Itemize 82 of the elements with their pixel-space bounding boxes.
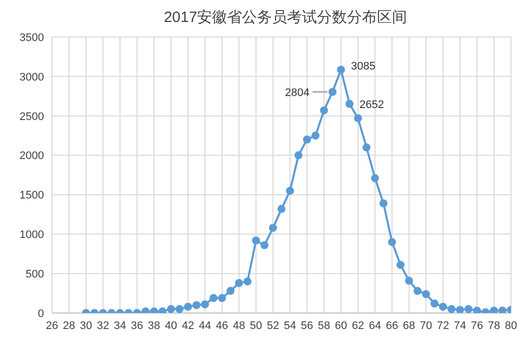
point (269, 224, 277, 232)
y-tick-label: 500 (26, 268, 44, 280)
x-tick-label: 80 (504, 320, 518, 332)
point (388, 238, 396, 246)
y-tick-label: 3000 (20, 71, 44, 84)
x-tick-label: 76 (470, 320, 484, 332)
point (235, 279, 243, 288)
point (286, 186, 294, 195)
point (184, 302, 192, 311)
x-tick-label: 54 (284, 320, 296, 332)
data-label: 3085 (351, 60, 376, 73)
y-tick-label: 0 (38, 308, 44, 320)
point (320, 106, 328, 114)
point (192, 301, 200, 310)
point (260, 241, 268, 250)
point (380, 199, 388, 208)
x-tick-label: 34 (114, 320, 126, 332)
x-tick-label: 74 (454, 320, 466, 332)
x-tick-label: 44 (198, 320, 212, 332)
x-tick-label: 68 (402, 320, 416, 332)
point (201, 300, 209, 308)
point (328, 88, 336, 96)
x-tick-label: 36 (130, 320, 144, 332)
point (252, 236, 260, 244)
point (303, 136, 311, 144)
point (312, 132, 320, 140)
point (354, 114, 362, 122)
x-tick-label: 42 (182, 320, 194, 332)
x-tick-label: 30 (80, 320, 92, 332)
x-tick-label: 26 (46, 320, 58, 332)
data-label: 2804 (285, 86, 310, 99)
x-tick-label: 28 (62, 320, 76, 332)
point (414, 286, 422, 295)
point (337, 66, 345, 74)
point (498, 306, 506, 313)
x-tick-label: 50 (250, 320, 262, 332)
x-tick-label: 40 (164, 320, 178, 332)
point (278, 204, 286, 213)
point (244, 277, 252, 286)
point (150, 307, 158, 313)
point (448, 305, 456, 313)
x-tick-label: 78 (488, 320, 500, 332)
chart-title: 2017安徽省公务员考试分数分布区间 (162, 8, 408, 27)
x-tick-label: 52 (266, 320, 280, 332)
point (371, 174, 379, 182)
x-tick-label: 48 (232, 320, 246, 332)
point (158, 307, 166, 313)
x-tick-label: 58 (318, 320, 330, 332)
x-tick-label: 66 (386, 320, 398, 332)
y-tick-label: 1000 (20, 229, 44, 242)
x-tick-label: 32 (96, 320, 110, 332)
point (176, 305, 184, 313)
x-tick-label: 64 (368, 320, 382, 332)
x-tick-label: 56 (300, 320, 314, 332)
y-tick-label: 2000 (20, 150, 44, 162)
data-label: 2652 (360, 98, 384, 111)
point (430, 300, 438, 308)
point (422, 290, 430, 298)
point (167, 305, 175, 313)
point (142, 307, 150, 313)
point (294, 151, 302, 160)
x-tick-label: 60 (334, 320, 348, 332)
point (210, 294, 218, 302)
point (464, 305, 472, 313)
y-tick-label: 1500 (20, 190, 44, 202)
point (218, 294, 226, 302)
point (456, 306, 464, 313)
point (346, 100, 354, 108)
x-tick-label: 70 (420, 320, 432, 332)
x-tick-label: 46 (216, 320, 228, 332)
point (362, 143, 370, 152)
point (405, 276, 413, 285)
y-tick-label: 2500 (20, 110, 44, 123)
point (226, 286, 234, 295)
point (490, 306, 498, 313)
point (439, 302, 447, 311)
x-tick-label: 38 (148, 320, 160, 332)
y-tick-label: 3500 (20, 32, 44, 44)
x-tick-label: 72 (436, 320, 450, 332)
point (396, 260, 404, 269)
x-tick-label: 62 (352, 320, 364, 332)
point (473, 306, 481, 313)
